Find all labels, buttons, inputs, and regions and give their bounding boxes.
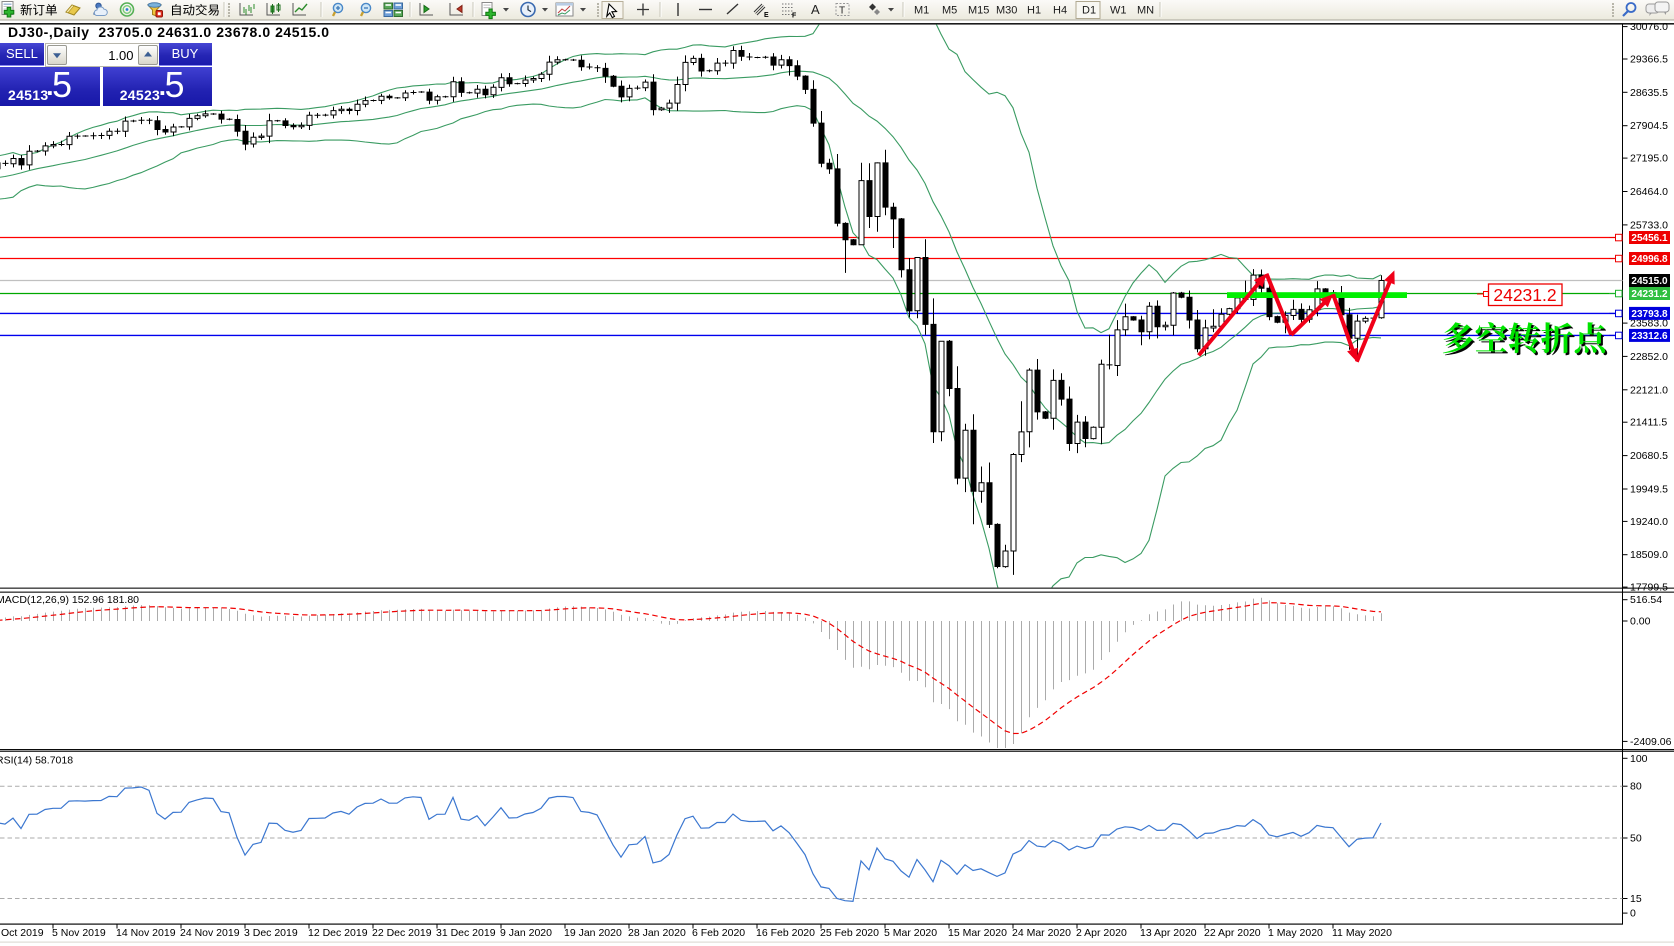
svg-text:15: 15 bbox=[1630, 893, 1642, 905]
svg-text:DJ30-,Daily 23705.0 24631.0 2: DJ30-,Daily 23705.0 24631.0 23678.0 2451… bbox=[8, 24, 330, 40]
svg-text:MN: MN bbox=[1137, 5, 1154, 17]
svg-text:27904.5: 27904.5 bbox=[1630, 120, 1668, 132]
svg-text:H4: H4 bbox=[1053, 5, 1067, 17]
svg-text:27195.0: 27195.0 bbox=[1630, 153, 1668, 165]
svg-text:25456.1: 25456.1 bbox=[1631, 233, 1668, 244]
svg-text:17799.5: 17799.5 bbox=[1630, 582, 1668, 594]
svg-text:M5: M5 bbox=[942, 5, 957, 17]
svg-text:MACD(12,26,9) 152.96 181.80: MACD(12,26,9) 152.96 181.80 bbox=[0, 594, 139, 606]
svg-text:24996.8: 24996.8 bbox=[1631, 254, 1668, 265]
svg-text:T: T bbox=[839, 6, 845, 17]
svg-text:F: F bbox=[792, 13, 797, 20]
svg-text:21411.5: 21411.5 bbox=[1630, 417, 1667, 429]
svg-text:24 Mar 2020: 24 Mar 2020 bbox=[1012, 927, 1071, 939]
svg-text:22852.0: 22852.0 bbox=[1630, 351, 1668, 363]
svg-text:19949.5: 19949.5 bbox=[1630, 484, 1668, 496]
svg-text:31 Dec 2019: 31 Dec 2019 bbox=[436, 927, 496, 939]
svg-text:M30: M30 bbox=[996, 5, 1017, 17]
svg-text:2 Apr 2020: 2 Apr 2020 bbox=[1076, 927, 1127, 939]
svg-text:29366.5: 29366.5 bbox=[1630, 54, 1668, 66]
svg-text:18509.0: 18509.0 bbox=[1630, 549, 1668, 561]
svg-text:28 Jan 2020: 28 Jan 2020 bbox=[628, 927, 686, 939]
svg-text:24231.2: 24231.2 bbox=[1493, 285, 1556, 305]
svg-text:26464.0: 26464.0 bbox=[1630, 186, 1668, 198]
svg-text:5 Mar 2020: 5 Mar 2020 bbox=[884, 927, 937, 939]
svg-text:6 Feb 2020: 6 Feb 2020 bbox=[692, 927, 745, 939]
svg-text:-2409.06: -2409.06 bbox=[1630, 736, 1672, 748]
svg-text:30076.0: 30076.0 bbox=[1630, 21, 1668, 33]
svg-text:25 Feb 2020: 25 Feb 2020 bbox=[820, 927, 879, 939]
svg-text:23793.8: 23793.8 bbox=[1631, 309, 1668, 320]
svg-text:80: 80 bbox=[1630, 781, 1642, 793]
svg-text:28635.5: 28635.5 bbox=[1630, 87, 1668, 99]
svg-text:0: 0 bbox=[1630, 908, 1636, 920]
svg-text:25733.0: 25733.0 bbox=[1630, 219, 1668, 231]
svg-text:22 Dec 2019: 22 Dec 2019 bbox=[372, 927, 432, 939]
svg-text:19 Jan 2020: 19 Jan 2020 bbox=[564, 927, 622, 939]
svg-text:24 Nov 2019: 24 Nov 2019 bbox=[180, 927, 240, 939]
svg-text:22121.0: 22121.0 bbox=[1630, 384, 1668, 396]
svg-text:24231.2: 24231.2 bbox=[1631, 289, 1668, 300]
svg-text:22 Apr 2020: 22 Apr 2020 bbox=[1204, 927, 1261, 939]
svg-text:23583.0: 23583.0 bbox=[1630, 318, 1668, 330]
svg-text:M15: M15 bbox=[968, 5, 989, 17]
svg-text:9 Jan 2020: 9 Jan 2020 bbox=[500, 927, 552, 939]
svg-text:1 May 2020: 1 May 2020 bbox=[1268, 927, 1323, 939]
svg-text:11 May 2020: 11 May 2020 bbox=[1332, 927, 1392, 939]
svg-text:H1: H1 bbox=[1027, 5, 1041, 17]
svg-text:3 Dec 2019: 3 Dec 2019 bbox=[244, 927, 298, 939]
svg-text:20680.5: 20680.5 bbox=[1630, 450, 1668, 462]
svg-text:E: E bbox=[764, 12, 769, 19]
svg-text:16 Feb 2020: 16 Feb 2020 bbox=[756, 927, 815, 939]
svg-text:50: 50 bbox=[1630, 833, 1642, 845]
svg-text:W1: W1 bbox=[1110, 5, 1127, 17]
svg-text:516.54: 516.54 bbox=[1630, 594, 1662, 606]
svg-text:5 Nov 2019: 5 Nov 2019 bbox=[52, 927, 106, 939]
svg-text:24515.0: 24515.0 bbox=[1631, 276, 1668, 287]
svg-text:0.00: 0.00 bbox=[1630, 616, 1651, 628]
svg-text:100: 100 bbox=[1630, 753, 1648, 765]
svg-text:19240.0: 19240.0 bbox=[1630, 516, 1668, 528]
svg-text:Oct 2019: Oct 2019 bbox=[1, 927, 44, 939]
svg-text:A: A bbox=[811, 2, 820, 17]
svg-text:15 Mar 2020: 15 Mar 2020 bbox=[948, 927, 1007, 939]
svg-text:14 Nov 2019: 14 Nov 2019 bbox=[116, 927, 176, 939]
svg-text:23312.6: 23312.6 bbox=[1631, 331, 1668, 342]
svg-text:RSI(14) 58.7018: RSI(14) 58.7018 bbox=[0, 755, 73, 767]
svg-text:M1: M1 bbox=[914, 5, 929, 17]
svg-text:13 Apr 2020: 13 Apr 2020 bbox=[1140, 927, 1197, 939]
svg-text:12 Dec 2019: 12 Dec 2019 bbox=[308, 927, 368, 939]
svg-text:D1: D1 bbox=[1082, 5, 1096, 17]
